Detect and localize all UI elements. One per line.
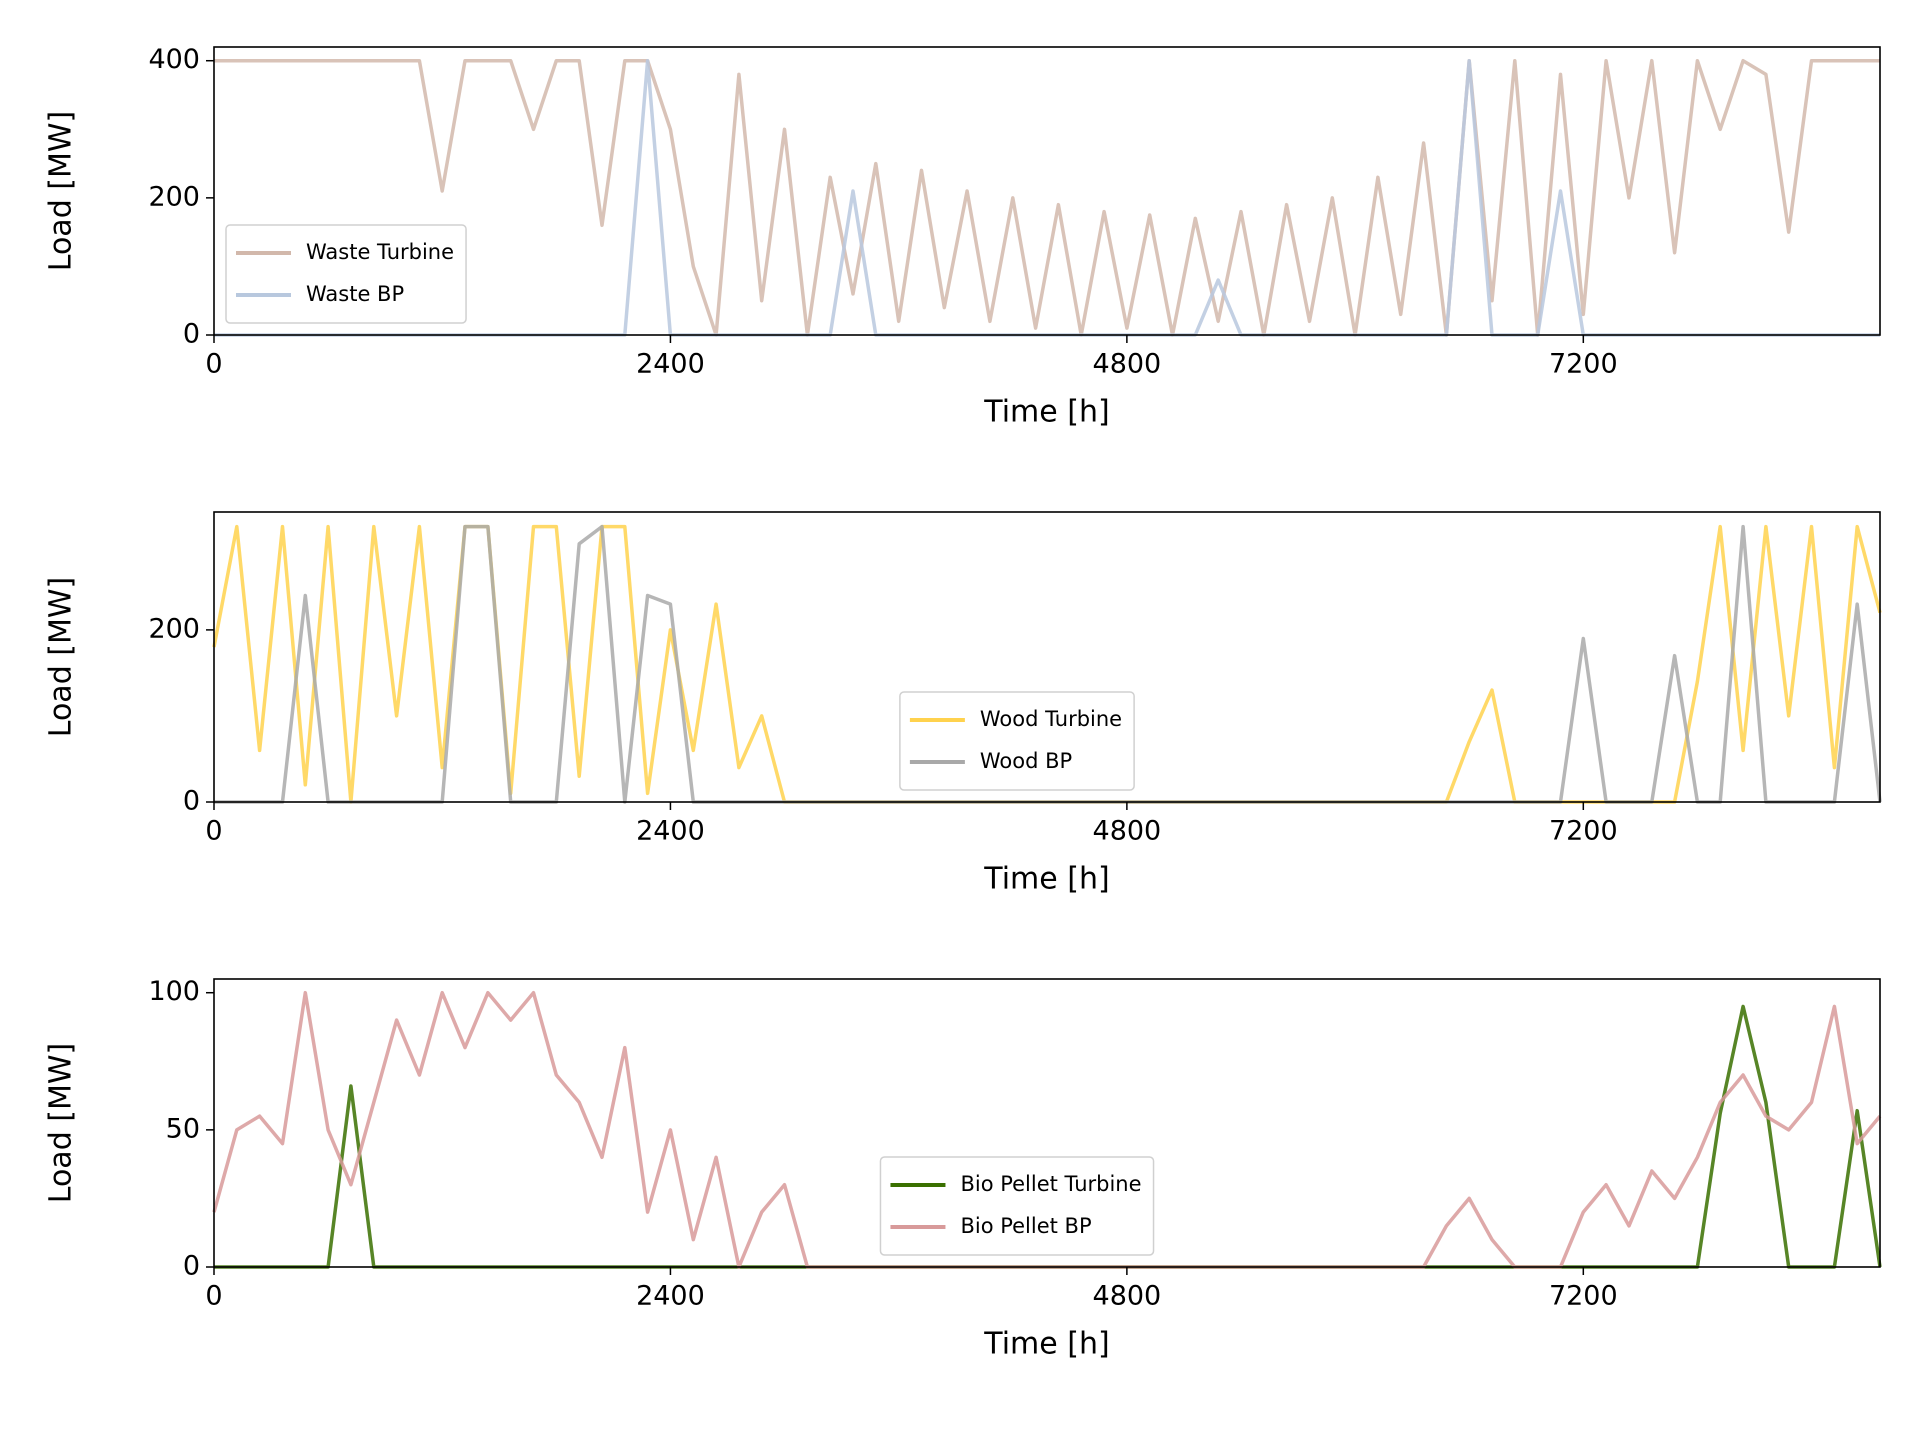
x-tick-label: 7200: [1549, 816, 1618, 847]
y-axis-label: Load [MW]: [44, 1043, 79, 1203]
legend-box: [879, 1156, 1155, 1256]
x-tick-label: 4800: [1093, 349, 1162, 380]
legend-label: Bio Pellet BP: [960, 1214, 1091, 1238]
x-axis-label: Time [h]: [983, 862, 1109, 897]
y-tick-label: 0: [183, 319, 200, 350]
legend-label: Wood Turbine: [980, 707, 1122, 731]
x-tick-label: 4800: [1093, 816, 1162, 847]
legend-label: Waste BP: [306, 282, 404, 306]
y-axis-label: Load [MW]: [44, 577, 79, 737]
plot-frame: [213, 46, 1881, 336]
legend-label: Bio Pellet Turbine: [960, 1172, 1141, 1196]
y-tick-label: 100: [148, 976, 200, 1007]
legend: Bio Pellet Turbine Bio Pellet BP: [879, 1156, 1155, 1256]
x-tick-label: 2400: [636, 1281, 705, 1312]
legend: Waste Turbine Waste BP: [225, 224, 467, 324]
x-tick-label: 7200: [1549, 349, 1618, 380]
y-tick-label: 0: [183, 1251, 200, 1282]
x-axis-label: Time [h]: [983, 395, 1109, 430]
x-tick-label: 0: [205, 349, 222, 380]
x-tick-label: 7200: [1549, 1281, 1618, 1312]
y-tick-label: 200: [148, 613, 200, 644]
legend-box: [899, 691, 1135, 791]
legend: Wood Turbine Wood BP: [899, 691, 1135, 791]
legend-box: [225, 224, 467, 324]
x-tick-label: 2400: [636, 349, 705, 380]
y-tick-label: 0: [183, 786, 200, 817]
series-line: [214, 58, 1880, 337]
x-tick-label: 0: [205, 816, 222, 847]
y-axis-label: Load [MW]: [44, 111, 79, 271]
x-tick-label: 0: [205, 1281, 222, 1312]
y-tick-label: 50: [166, 1113, 200, 1144]
y-tick-label: 200: [148, 181, 200, 212]
plot-frame: [213, 511, 1881, 803]
legend-label: Waste Turbine: [306, 240, 454, 264]
x-tick-label: 2400: [636, 816, 705, 847]
legend-label: Wood BP: [980, 749, 1072, 773]
y-tick-label: 400: [148, 44, 200, 75]
x-axis-label: Time [h]: [983, 1327, 1109, 1362]
plot-frame: [213, 978, 1881, 1268]
x-tick-label: 4800: [1093, 1281, 1162, 1312]
